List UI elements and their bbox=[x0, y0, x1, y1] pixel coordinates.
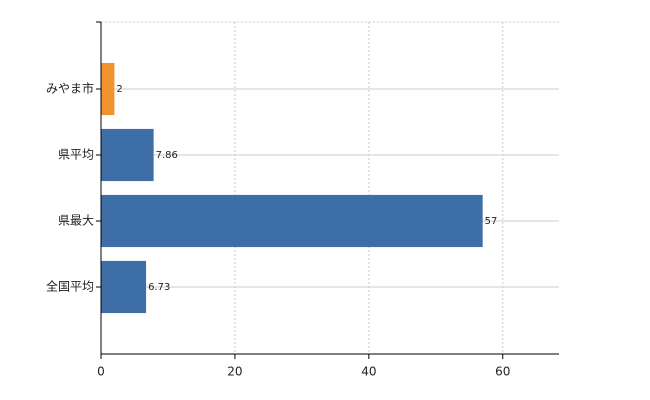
value-label: 6.73 bbox=[148, 282, 170, 293]
bar bbox=[101, 128, 154, 182]
y-tick-label: みやま市 bbox=[46, 81, 94, 96]
bar bbox=[101, 260, 147, 314]
x-tick-label: 60 bbox=[495, 365, 510, 379]
y-tick-label: 県最大 bbox=[58, 214, 94, 228]
x-tick-label: 20 bbox=[227, 365, 242, 379]
y-tick-label: 県平均 bbox=[58, 148, 94, 162]
bar bbox=[101, 194, 483, 248]
y-tick-label: 全国平均 bbox=[46, 279, 94, 294]
x-tick-label: 0 bbox=[97, 365, 105, 379]
bar bbox=[101, 62, 115, 116]
value-label: 57 bbox=[485, 216, 498, 227]
value-label: 7.86 bbox=[156, 150, 178, 161]
value-label: 2 bbox=[116, 84, 122, 95]
x-tick-label: 40 bbox=[361, 365, 376, 379]
